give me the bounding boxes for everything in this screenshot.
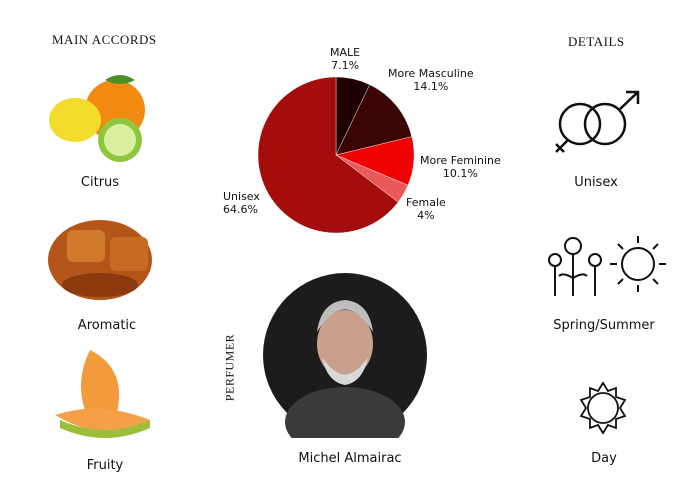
details-title: DETAILS [568, 34, 625, 49]
flowers-sun-icon [548, 236, 666, 296]
main-accords-title: MAIN ACCORDS [52, 32, 157, 47]
sun-icon [579, 381, 627, 435]
perfumer-name[interactable]: Michel Almairac [298, 451, 402, 466]
detail-unisex: Unisex [574, 175, 618, 190]
citrus-image [49, 75, 145, 162]
pie-label-male: MALE 7.1% [330, 46, 361, 72]
accord-aromatic: Aromatic [77, 318, 137, 333]
pie-label-more-masculine: More Masculine 14.1% [388, 67, 474, 93]
pie-label-more-feminine: More Feminine 10.1% [420, 154, 501, 180]
pie-label-unisex: Unisex 64.6% [223, 190, 260, 216]
pie-slice-unisex [257, 76, 399, 234]
gender-icon [555, 90, 640, 153]
aromatic-image [48, 220, 152, 300]
pie-slice-more-masculine [335, 84, 413, 156]
detail-season: Spring/Summer [553, 318, 655, 333]
detail-time: Day [591, 451, 617, 466]
perfumer-title: PERFUMER [222, 333, 237, 402]
accord-citrus: Citrus [80, 175, 120, 190]
gender-pie-chart [257, 76, 415, 234]
perfumer-photo[interactable] [262, 272, 428, 438]
pie-label-female: Female 4% [406, 196, 446, 222]
accord-fruity: Fruity [86, 458, 124, 473]
fruity-image [55, 350, 150, 438]
